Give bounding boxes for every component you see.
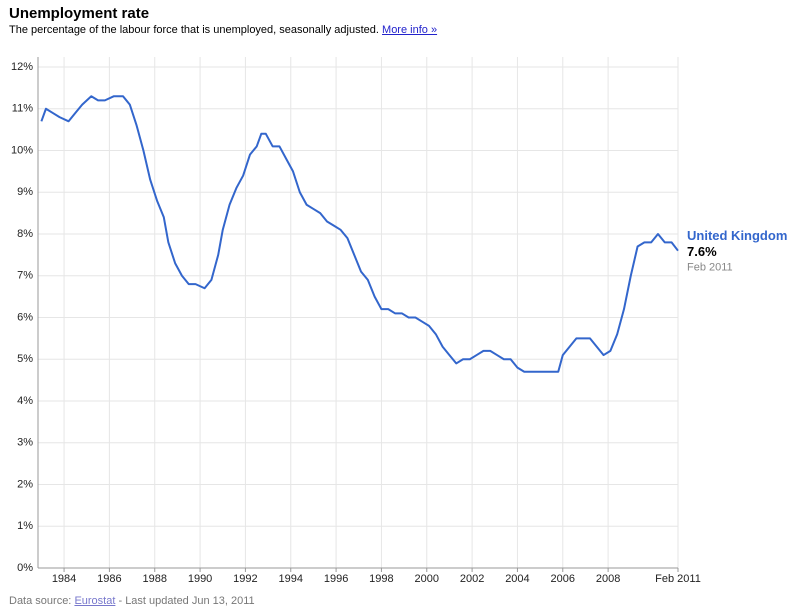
x-tick-label: 2002 [460,573,484,585]
chart-subtitle: The percentage of the labour force that … [9,24,379,36]
y-tick-label: 9% [17,186,33,198]
last-value-label: 7.6% [687,244,717,259]
chart-title: Unemployment rate [9,5,150,22]
y-tick-label: 10% [11,144,33,156]
footer: Data source: Eurostat - Last updated Jun… [9,595,255,607]
y-tick-label: 2% [17,478,33,490]
y-tick-label: 4% [17,395,33,407]
x-tick-label: Feb 2011 [655,573,701,585]
y-tick-label: 12% [11,61,33,73]
y-tick-label: 8% [17,228,33,240]
x-tick-label: 1992 [233,573,257,585]
y-tick-label: 3% [17,437,33,449]
x-tick-label: 1988 [143,573,167,585]
y-tick-label: 6% [17,311,33,323]
x-tick-label: 1990 [188,573,212,585]
series-line [40,95,679,373]
x-tick-label: 1986 [97,573,121,585]
x-tick-label: 1996 [324,573,348,585]
last-date-label: Feb 2011 [687,262,733,274]
legend-label: United Kingdom [687,228,787,243]
y-tick-label: 11% [12,103,33,115]
x-tick-label: 1998 [369,573,393,585]
more-info-link[interactable]: More info » [382,24,438,36]
y-tick-label: 5% [17,353,33,365]
x-tick-label: 2004 [505,573,529,585]
x-tick-label: 1994 [279,573,303,585]
subtitle-row: The percentage of the labour force that … [9,24,437,36]
source-prefix: Data source: [9,595,72,607]
source-link[interactable]: Eurostat [74,595,116,607]
x-tick-label: 2000 [415,573,439,585]
x-tick-label: 2008 [596,573,620,585]
y-tick-label: 7% [17,270,33,282]
x-tick-label: 1984 [52,573,76,585]
y-tick-label: 1% [17,520,33,532]
y-tick-label: 0% [17,562,33,574]
last-updated: - Last updated Jun 13, 2011 [118,595,255,607]
x-tick-label: 2006 [551,573,575,585]
